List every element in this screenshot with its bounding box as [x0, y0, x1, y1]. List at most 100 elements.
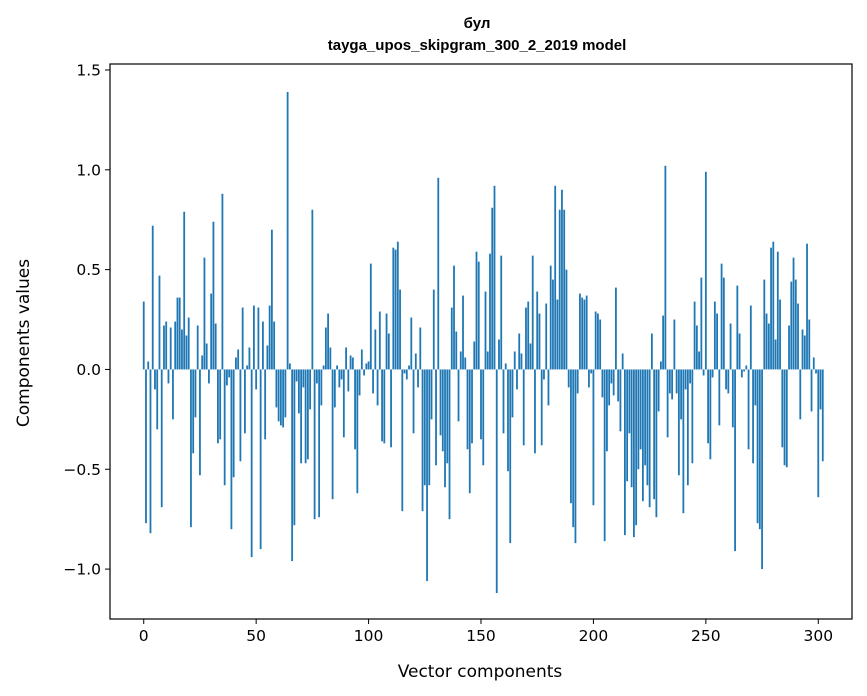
bar-139 [455, 331, 458, 370]
bar-287 [788, 325, 790, 370]
bar-59 [275, 369, 278, 408]
bar-194 [579, 293, 581, 370]
bar-196 [583, 299, 586, 370]
bar-79 [320, 369, 323, 406]
bar-110 [390, 369, 392, 448]
bar-37 [226, 369, 228, 386]
bar-104 [376, 369, 379, 406]
bar-105 [378, 311, 381, 370]
bar-146 [471, 369, 473, 444]
bar-3 [149, 369, 152, 534]
bar-156 [493, 185, 496, 370]
x-tick-label-0: 0 [139, 627, 149, 645]
bar-230 [659, 361, 662, 370]
bar-16 [178, 297, 181, 370]
bar-205 [603, 369, 606, 542]
bar-229 [657, 369, 660, 412]
bar-66 [291, 369, 294, 562]
bar-127 [428, 369, 431, 486]
bar-242 [686, 369, 689, 486]
bar-219 [635, 369, 638, 526]
bar-100 [367, 361, 370, 370]
bar-65 [288, 363, 291, 370]
bar-5 [154, 369, 156, 390]
bar-11 [167, 369, 170, 384]
bar-270 [749, 305, 752, 370]
x-axis-ticks: 0 50 100 150 200 250 300 [139, 619, 833, 645]
bar-176 [538, 313, 541, 370]
bar-12 [169, 327, 172, 370]
bar-88 [340, 369, 343, 380]
bar-25 [199, 369, 201, 476]
bar-77 [315, 369, 318, 384]
bar-183 [554, 185, 557, 370]
bar-161 [504, 363, 507, 370]
bar-141 [459, 351, 462, 370]
bar-33 [217, 369, 219, 444]
bar-13 [172, 369, 174, 420]
bar-223 [644, 369, 647, 466]
bar-292 [799, 369, 802, 420]
bar-163 [509, 369, 512, 544]
bar-300 [817, 369, 820, 498]
bar-299 [815, 369, 817, 374]
bar-45 [244, 369, 246, 434]
bar-285 [783, 369, 786, 466]
bar-281 [774, 339, 777, 370]
bar-101 [369, 263, 372, 370]
bar-61 [279, 369, 282, 426]
bar-301 [819, 369, 822, 410]
bar-136 [448, 369, 451, 520]
x-axis-label: Vector components [398, 662, 563, 682]
bar-75 [311, 209, 314, 370]
bar-238 [677, 369, 680, 476]
bar-237 [675, 369, 678, 394]
bar-52 [259, 369, 262, 550]
bar-294 [803, 335, 806, 370]
bar-22 [192, 369, 195, 454]
bar-155 [491, 207, 494, 370]
bar-133 [441, 369, 444, 452]
bar-145 [468, 369, 471, 494]
bar-140 [457, 369, 460, 422]
bar-47 [248, 347, 251, 370]
bar-298 [812, 357, 815, 370]
y-tick-label-3: 0.5 [76, 261, 101, 279]
bar-174 [534, 369, 536, 454]
bar-264 [736, 285, 739, 370]
y-tick-label-1: −0.5 [63, 461, 101, 479]
x-tick-label-150: 150 [466, 627, 496, 645]
bar-244 [691, 369, 694, 464]
bar-286 [785, 369, 788, 468]
bar-102 [372, 369, 374, 394]
bar-40 [232, 369, 235, 478]
bar-251 [707, 369, 709, 444]
bar-122 [417, 369, 419, 388]
bar-82 [327, 313, 329, 370]
bar-120 [412, 369, 415, 434]
bar-178 [543, 369, 545, 380]
bar-48 [250, 369, 253, 558]
bar-97 [360, 349, 363, 370]
bar-234 [668, 369, 671, 394]
bar-204 [601, 369, 604, 398]
bar-295 [806, 243, 808, 370]
bar-279 [770, 247, 772, 370]
bar-175 [536, 291, 539, 370]
bar-154 [489, 253, 491, 370]
bar-41 [235, 357, 237, 370]
bar-289 [792, 257, 795, 370]
bar-34 [219, 369, 222, 440]
bar-246 [695, 325, 698, 370]
bar-143 [464, 357, 467, 370]
bar-214 [624, 369, 626, 536]
bar-123 [419, 327, 422, 370]
bar-218 [633, 369, 635, 538]
bar-55 [266, 345, 269, 370]
bar-277 [765, 313, 768, 370]
bar-50 [255, 369, 258, 390]
bar-70 [300, 369, 303, 464]
bar-177 [540, 369, 543, 446]
bar-258 [722, 277, 725, 370]
